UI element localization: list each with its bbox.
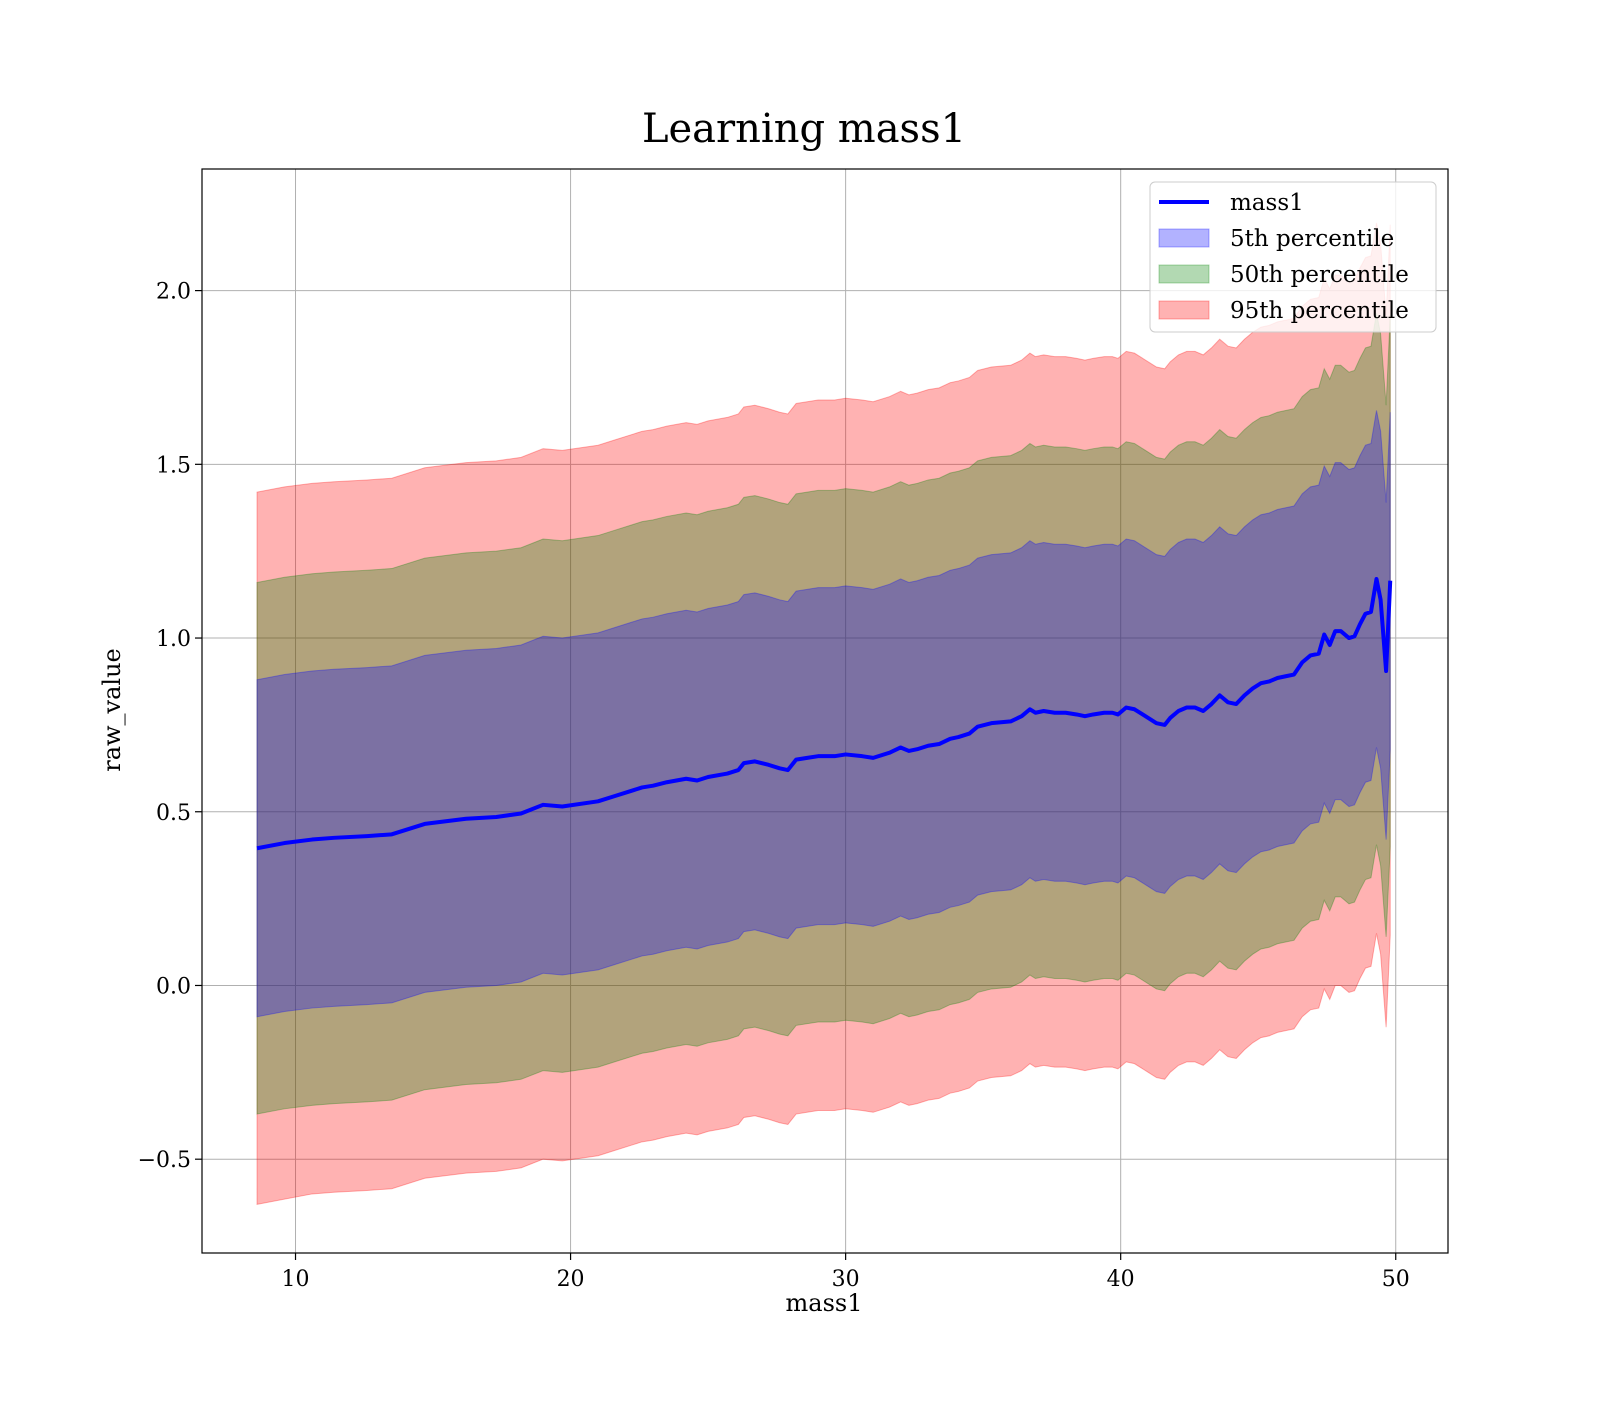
y-tick-label: 1.5 xyxy=(156,453,191,478)
band-50th-percentile xyxy=(256,313,1391,1115)
x-tick-label: 30 xyxy=(832,1267,860,1292)
legend-label: 5th percentile xyxy=(1230,226,1394,252)
legend-swatch-patch xyxy=(1158,264,1210,284)
x-axis-label: mass1 xyxy=(786,1289,863,1317)
series-line-mass1 xyxy=(256,576,1393,851)
legend-swatch-patch xyxy=(1158,300,1210,320)
x-tick-label: 10 xyxy=(282,1267,310,1292)
y-tick-label: 0.5 xyxy=(156,801,191,826)
x-tick-label: 40 xyxy=(1107,1267,1135,1292)
y-tick-label: 1.0 xyxy=(156,627,191,652)
y-axis-label: raw_value xyxy=(98,648,126,772)
axis-ticks: 10 20 30 40 50 −0.5 0.0 0.5 1.0 1.5 2.0 xyxy=(138,280,1410,1292)
legend-label: mass1 xyxy=(1230,190,1304,216)
legend-swatch-patch xyxy=(1158,228,1210,248)
band-95th-percentile xyxy=(256,222,1391,1205)
y-tick-label: 2.0 xyxy=(156,280,191,305)
x-tick-label: 20 xyxy=(557,1267,585,1292)
legend: mass1 5th percentile 50th percentile 95th p… xyxy=(1149,181,1437,333)
y-tick-label: −0.5 xyxy=(138,1148,191,1173)
plot-area xyxy=(201,168,1449,1254)
legend-label: 95th percentile xyxy=(1230,298,1409,324)
legend-box xyxy=(1149,181,1437,333)
x-tick-label: 50 xyxy=(1382,1267,1410,1292)
legend-label: 50th percentile xyxy=(1230,262,1409,288)
axes-frame xyxy=(201,168,1449,1254)
y-tick-label: 0.0 xyxy=(156,974,191,999)
plot-background xyxy=(202,169,1448,1253)
chart-title: Learning mass1 xyxy=(642,106,966,152)
band-5th-percentile xyxy=(256,410,1391,1018)
